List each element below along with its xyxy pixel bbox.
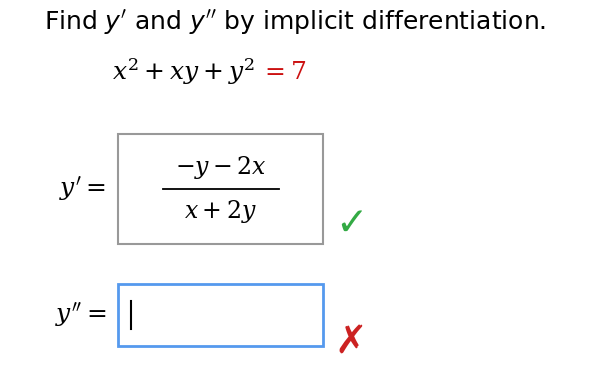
Text: $y' =$: $y' =$	[60, 175, 106, 203]
Text: ✓: ✓	[335, 205, 368, 243]
Bar	[118, 284, 323, 346]
Text: $= 7$: $= 7$	[260, 60, 307, 84]
Text: $x + 2y$: $x + 2y$	[184, 197, 257, 224]
Text: ✗: ✗	[335, 323, 368, 361]
Text: $x^2 + xy + y^2\,$: $x^2 + xy + y^2\,$	[113, 56, 255, 88]
Text: Find $y'$ and $y''$ by implicit differentiation.: Find $y'$ and $y''$ by implicit differen…	[44, 7, 546, 37]
Text: $-y - 2x$: $-y - 2x$	[175, 153, 267, 181]
Text: $y'' =$: $y'' =$	[55, 301, 106, 329]
Bar	[118, 134, 323, 244]
